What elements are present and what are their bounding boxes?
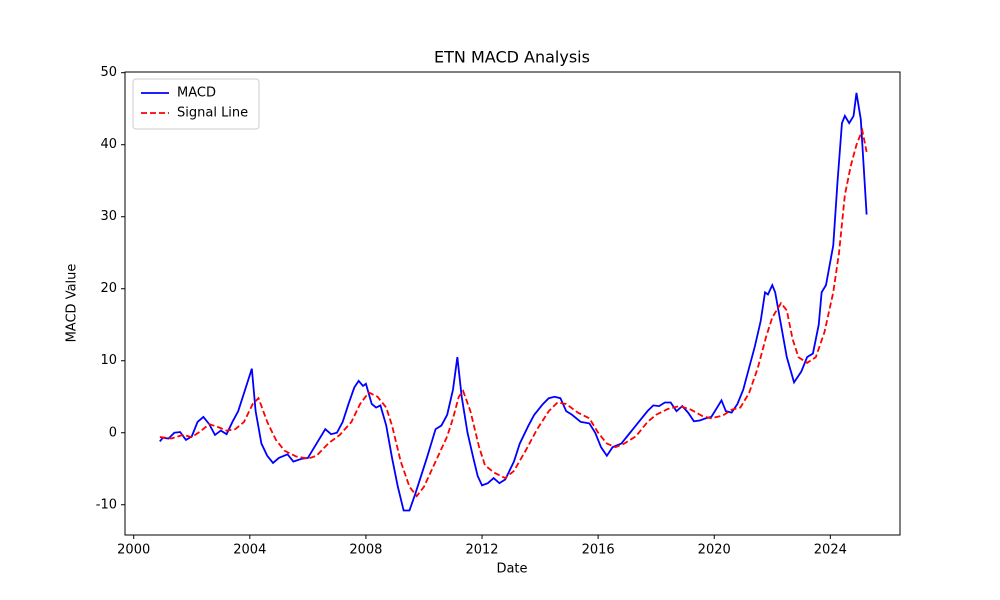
x-axis-label: Date bbox=[496, 562, 527, 577]
y-tick-label: -10 bbox=[96, 497, 117, 512]
chart-title: ETN MACD Analysis bbox=[434, 48, 590, 67]
data-line bbox=[159, 127, 868, 498]
x-tick-label: 2004 bbox=[233, 543, 266, 558]
y-tick-label: 10 bbox=[100, 353, 117, 368]
y-tick-label: 40 bbox=[100, 137, 117, 152]
y-tick-label: 0 bbox=[109, 425, 117, 440]
y-axis-label: MACD Value bbox=[65, 264, 80, 343]
data-line bbox=[159, 92, 868, 512]
y-tick-label: 30 bbox=[100, 209, 117, 224]
x-tick-label: 2008 bbox=[349, 543, 382, 558]
x-tick-label: 2016 bbox=[582, 543, 615, 558]
x-tick-label: 2000 bbox=[117, 543, 150, 558]
x-tick-label: 2020 bbox=[698, 543, 731, 558]
x-tick-label: 2012 bbox=[465, 543, 498, 558]
legend-label: MACD bbox=[177, 86, 216, 101]
y-tick-label: 20 bbox=[100, 281, 117, 296]
legend-box bbox=[132, 78, 260, 130]
legend-label: Signal Line bbox=[177, 106, 248, 121]
plot-frame bbox=[124, 71, 901, 536]
x-tick-label: 2024 bbox=[814, 543, 847, 558]
y-tick-label: 50 bbox=[100, 65, 117, 80]
